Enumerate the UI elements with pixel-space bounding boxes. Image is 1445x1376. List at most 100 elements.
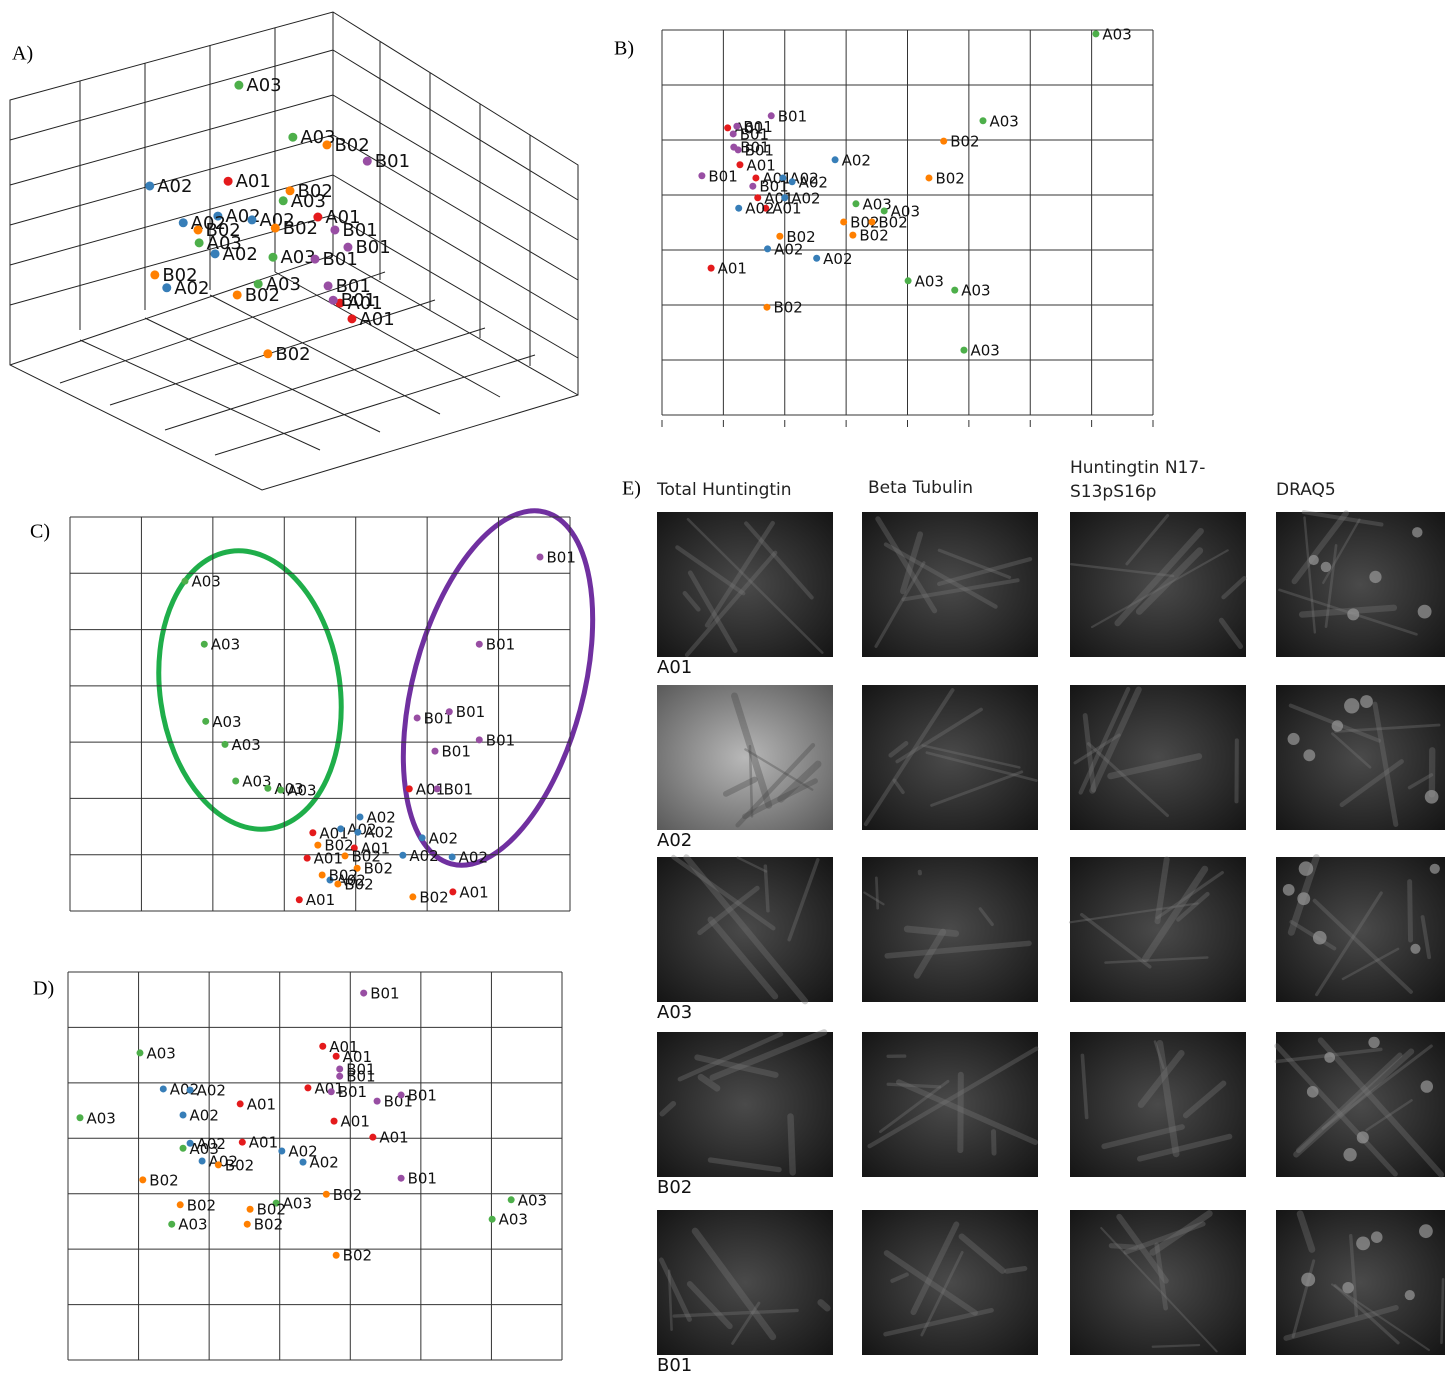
point	[406, 785, 413, 792]
point-label: B02	[950, 133, 979, 151]
point-label: A03	[499, 1211, 528, 1229]
point	[247, 215, 256, 224]
point	[374, 1098, 381, 1105]
point-label: A02	[197, 1082, 226, 1100]
point	[304, 855, 311, 862]
point-label: B02	[343, 1247, 372, 1265]
micrograph	[1070, 1210, 1246, 1355]
point	[201, 641, 208, 648]
point-label: B01	[745, 141, 774, 159]
point	[177, 1201, 184, 1208]
point-label: B01	[759, 178, 788, 196]
nucleus	[1344, 698, 1359, 713]
point-label: B02	[162, 265, 197, 286]
point	[398, 1175, 405, 1182]
point	[852, 200, 859, 207]
point	[979, 117, 986, 124]
point	[168, 1221, 175, 1228]
point-label: A02	[459, 848, 488, 866]
point	[789, 178, 796, 185]
point	[224, 177, 233, 186]
point-label: A01	[379, 1129, 408, 1147]
point-label: A02	[842, 151, 871, 169]
nucleus	[1301, 1273, 1315, 1287]
column-header: DRAQ5	[1276, 480, 1336, 500]
point-label: A03	[287, 781, 316, 799]
point-label: B01	[486, 731, 515, 749]
point	[369, 1134, 376, 1141]
point-label: B02	[206, 220, 241, 241]
nucleus	[1303, 749, 1315, 761]
point-label: B02	[859, 227, 888, 245]
nucleus	[1425, 790, 1439, 804]
point	[363, 157, 372, 166]
point-label: B01	[355, 237, 390, 258]
nucleus	[1419, 1224, 1433, 1238]
point	[268, 253, 277, 262]
nucleus	[1360, 695, 1373, 708]
point	[150, 270, 159, 279]
point	[508, 1196, 515, 1203]
point-label: B02	[324, 837, 353, 855]
point	[187, 1087, 194, 1094]
point	[145, 181, 154, 190]
point	[1092, 30, 1099, 37]
point	[296, 896, 303, 903]
point-label: A03	[212, 713, 241, 731]
point-label: B02	[786, 228, 815, 246]
point	[180, 1112, 187, 1119]
point	[476, 641, 483, 648]
point-label: A02	[429, 829, 458, 847]
point-label: A03	[283, 1195, 312, 1213]
point-label: A02	[364, 824, 393, 842]
point	[76, 1114, 83, 1121]
point	[286, 186, 295, 195]
nucleus	[1368, 1037, 1379, 1048]
cell-streak	[791, 1117, 793, 1173]
point	[334, 880, 341, 887]
point-label: B01	[370, 985, 399, 1003]
point	[244, 1221, 251, 1228]
column-header: Beta Tubulin	[868, 478, 973, 498]
point	[749, 183, 756, 190]
point	[202, 718, 209, 725]
point-label: B02	[225, 1156, 254, 1174]
point-label: A03	[86, 1109, 115, 1127]
point	[323, 1191, 330, 1198]
point-label: A02	[157, 176, 192, 197]
point	[263, 349, 272, 358]
point	[449, 888, 456, 895]
point	[730, 130, 737, 137]
panel-label: A)	[12, 43, 33, 65]
panel-label: B)	[614, 38, 634, 60]
point	[239, 1139, 246, 1146]
column-header: Total Huntingtin	[656, 480, 792, 500]
point	[832, 156, 839, 163]
point	[776, 233, 783, 240]
point-label: A02	[170, 1080, 199, 1098]
cell-streak	[907, 929, 956, 934]
point	[319, 871, 326, 878]
cell-streak	[1442, 1279, 1444, 1342]
point-label: B01	[375, 151, 410, 172]
point	[247, 1206, 254, 1213]
column-header: S13pS16p	[1070, 482, 1156, 502]
row-label: A01	[657, 657, 692, 678]
micrograph	[1070, 512, 1246, 657]
point-label: B02	[149, 1171, 178, 1189]
point	[698, 172, 705, 179]
point	[279, 196, 288, 205]
nucleus	[1342, 1282, 1353, 1293]
point	[951, 287, 958, 294]
point	[347, 314, 356, 323]
point	[399, 852, 406, 859]
point	[868, 218, 875, 225]
point	[409, 893, 416, 900]
row-label: A03	[657, 1002, 692, 1023]
point	[139, 1176, 146, 1183]
point	[940, 138, 947, 145]
point-label: A01	[249, 1134, 278, 1152]
point	[489, 1216, 496, 1223]
point-label: A02	[823, 250, 852, 268]
panel-label: D)	[33, 978, 54, 1000]
